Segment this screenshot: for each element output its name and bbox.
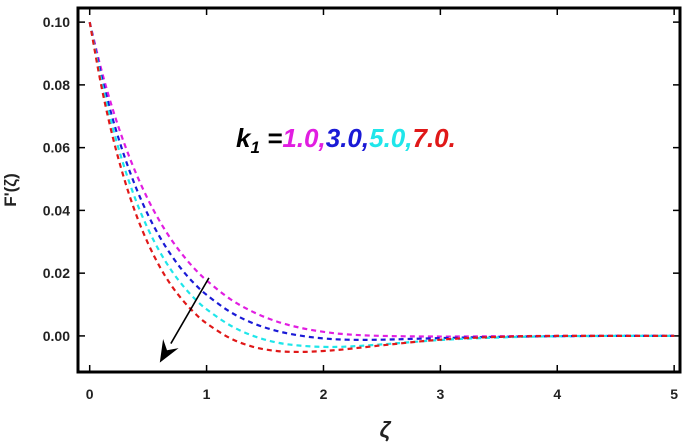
k1-value-4: 7.0.	[412, 123, 455, 153]
k1-value-1: 1.0,	[282, 123, 325, 153]
k1-equals: =	[260, 123, 282, 153]
y-tick-label: 0.00	[43, 328, 70, 344]
y-tick-label: 0.06	[43, 140, 70, 156]
series-line-k1-1.0	[88, 21, 675, 338]
y-tick-label: 0.08	[43, 77, 70, 93]
x-tick-label: 1	[203, 386, 211, 402]
series-line-k1-7.0	[88, 21, 675, 354]
k1-value-2: 3.0,	[326, 123, 369, 153]
x-axis-label: ζ	[380, 417, 392, 442]
y-tick-label: 0.10	[43, 14, 70, 30]
ticks: 0 1 2 3 4 5 0.00 0.02 0.04 0.06 0.08 0.10	[43, 8, 680, 402]
k1-value-3: 5.0,	[369, 123, 412, 153]
trend-arrow	[159, 277, 210, 363]
y-tick-label: 0.04	[43, 202, 70, 218]
y-axis-label: F'(ζ)	[1, 173, 20, 207]
k1-annotation: k1 =1.0,3.0,5.0,7.0.	[236, 123, 456, 157]
k1-symbol: k	[236, 123, 252, 153]
x-tick-label: 2	[320, 386, 328, 402]
y-tick-label: 0.02	[43, 265, 70, 281]
x-tick-label: 5	[670, 386, 678, 402]
series-line-k1-5.0	[88, 21, 675, 349]
x-tick-label: 3	[436, 386, 444, 402]
arrow-head	[159, 339, 179, 363]
x-tick-label: 4	[553, 386, 561, 402]
arrow-shaft	[170, 277, 210, 344]
k1-subscript: 1	[250, 138, 259, 157]
plot-frame	[76, 6, 682, 374]
x-tick-label: 0	[86, 386, 94, 402]
series-line-k1-3.0	[88, 21, 675, 341]
series-group	[88, 21, 675, 354]
